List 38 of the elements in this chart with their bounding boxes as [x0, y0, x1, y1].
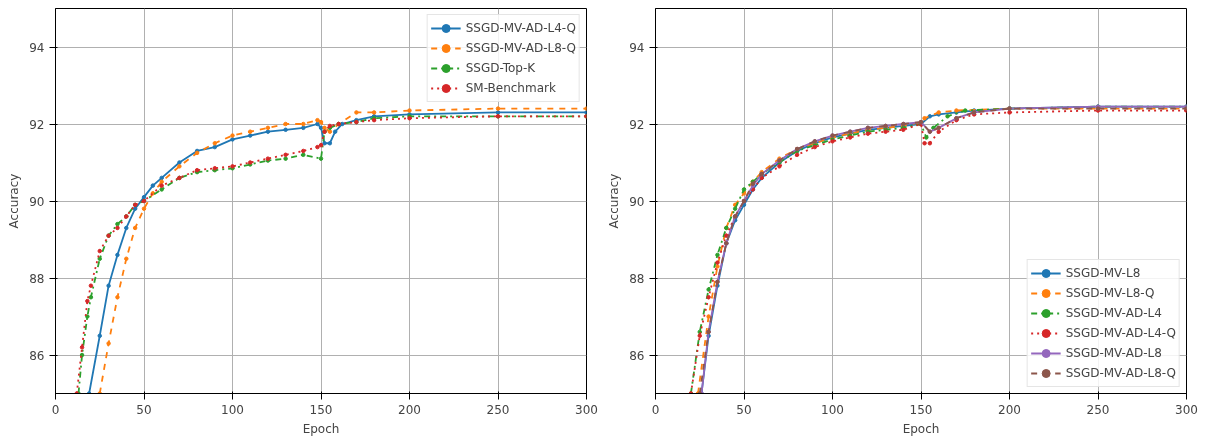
x-tick-label: 100 — [221, 402, 244, 417]
y-tick-label: 90 — [629, 194, 645, 209]
x-axis-title: Epoch — [902, 421, 940, 436]
x-tick-label: 50 — [736, 402, 752, 417]
legend-label: SSGD-MV-AD-L4-Q — [465, 21, 576, 35]
legend-label: SSGD-Top-K — [465, 61, 536, 75]
x-tick-label: 250 — [1086, 402, 1110, 417]
y-tick-label: 88 — [29, 271, 45, 286]
y-tick-label: 92 — [629, 117, 645, 132]
x-tick-label: 100 — [821, 402, 844, 417]
y-tick-label: 92 — [29, 117, 45, 132]
x-tick-label: 0 — [651, 402, 660, 417]
y-axis-title: Accuracy — [607, 173, 622, 229]
y-tick-label: 86 — [629, 348, 645, 363]
y-tick-label: 90 — [29, 194, 45, 209]
legend-label: SSGD-MV-AD-L4-Q — [1065, 326, 1176, 340]
legend-label: SSGD-MV-AD-L8-Q — [1065, 366, 1176, 380]
y-tick-label: 88 — [629, 271, 645, 286]
x-tick-label: 300 — [575, 402, 598, 417]
legend-label: SSGD-MV-AD-L8-Q — [465, 41, 576, 55]
x-tick-label: 200 — [398, 402, 421, 417]
legend-label: SSGD-MV-AD-L8 — [1065, 346, 1162, 360]
x-tick-label: 0 — [51, 402, 60, 417]
legend-label: SSGD-MV-L8 — [1065, 266, 1141, 280]
legend-label: SSGD-MV-AD-L4 — [1065, 306, 1162, 320]
y-tick-label: 94 — [29, 40, 45, 55]
x-tick-label: 150 — [909, 402, 933, 417]
x-axis-title: Epoch — [302, 421, 340, 436]
y-tick-label: 86 — [29, 348, 45, 363]
legend-label: SM-Benchmark — [465, 81, 556, 95]
legend-label: SSGD-MV-L8-Q — [1065, 286, 1155, 300]
y-axis-title: Accuracy — [7, 173, 22, 229]
x-tick-label: 150 — [309, 402, 333, 417]
x-tick-label: 200 — [998, 402, 1021, 417]
y-tick-label: 94 — [629, 40, 645, 55]
x-tick-label: 300 — [1175, 402, 1198, 417]
x-tick-label: 50 — [136, 402, 152, 417]
x-tick-label: 250 — [486, 402, 510, 417]
